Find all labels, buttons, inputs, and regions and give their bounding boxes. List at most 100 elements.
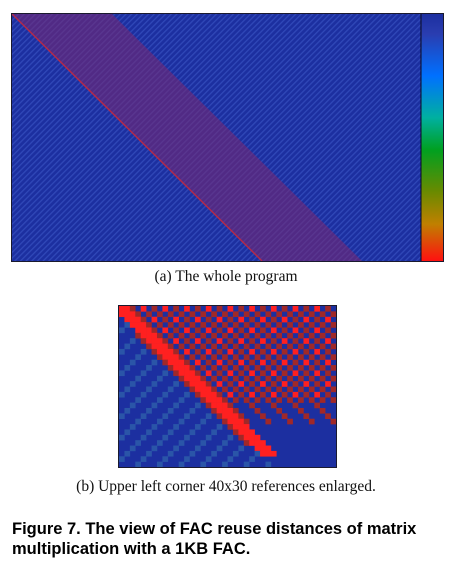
heatmap-cell	[184, 413, 190, 419]
heatmap-cell	[254, 440, 261, 446]
heatmap-cell	[173, 316, 179, 323]
heatmap-cell	[276, 386, 283, 393]
heatmap-cell	[298, 322, 304, 328]
heatmap-cell	[330, 332, 336, 339]
heatmap-cell	[254, 332, 261, 339]
heatmap-cell	[281, 359, 288, 366]
heatmap-cell	[292, 402, 299, 409]
heatmap-cell	[205, 402, 212, 409]
heatmap-cell	[156, 440, 163, 446]
heatmap-cell	[135, 418, 141, 425]
heatmap-cell	[232, 375, 239, 382]
heatmap-cell	[162, 434, 169, 441]
heatmap-cell	[287, 386, 293, 393]
heatmap-cell	[325, 391, 331, 398]
heatmap-cell	[319, 365, 326, 371]
heatmap-cell	[189, 354, 196, 360]
heatmap-cell	[216, 359, 223, 366]
heatmap-cell	[319, 407, 326, 414]
heatmap-cell	[216, 327, 223, 334]
heatmap-cell	[308, 322, 315, 328]
heatmap-cell	[189, 365, 196, 371]
heatmap-cell	[308, 332, 315, 339]
heatmap-cell	[276, 354, 283, 360]
heatmap-cell	[194, 391, 201, 398]
heatmap-cell	[200, 440, 207, 446]
heatmap-cell	[200, 461, 207, 467]
heatmap-cell	[238, 348, 245, 355]
heatmap-cell	[308, 375, 315, 382]
heatmap-cell	[249, 440, 255, 446]
heatmap-cell	[205, 327, 212, 334]
heatmap-cell	[216, 402, 223, 409]
heatmap-cell	[303, 306, 310, 312]
heatmap-cell	[140, 348, 147, 355]
heatmap-cell	[216, 445, 223, 452]
heatmap-cell	[156, 322, 163, 328]
heatmap-cell	[292, 381, 299, 387]
heatmap-cell	[243, 311, 250, 318]
heatmap-cell	[135, 354, 141, 360]
heatmap-cell	[227, 348, 234, 355]
heatmap-cell	[194, 375, 201, 382]
heatmap-cell	[200, 365, 207, 371]
heatmap-cell	[254, 375, 261, 382]
heatmap-cell	[146, 343, 152, 350]
heatmap-cell	[298, 354, 304, 360]
heatmap-cell	[178, 375, 185, 382]
heatmap-cell	[287, 332, 293, 339]
heatmap-cell	[243, 424, 250, 430]
heatmap-cell	[200, 386, 207, 393]
heatmap-cell	[232, 450, 239, 457]
heatmap-cell	[135, 311, 141, 318]
heatmap-cell	[281, 338, 288, 344]
heatmap-cell	[216, 424, 223, 430]
heatmap-cell	[178, 311, 185, 318]
heatmap-cell	[146, 311, 152, 318]
heatmap-cell	[151, 332, 158, 339]
heatmap-cell	[254, 407, 261, 414]
heatmap-cell	[189, 311, 196, 318]
heatmap-cell	[184, 381, 190, 387]
heatmap-cell	[292, 370, 299, 377]
heatmap-cell	[194, 402, 201, 409]
heatmap-cell	[330, 397, 336, 403]
heatmap-cell	[194, 327, 201, 334]
heatmap-cell	[119, 370, 125, 377]
heatmap-cell	[211, 311, 217, 318]
heatmap-cell	[167, 365, 174, 371]
heatmap-cell	[287, 311, 293, 318]
heatmap-cell	[276, 375, 283, 382]
heatmap-cell	[167, 386, 174, 393]
heatmap-cell	[325, 359, 331, 366]
heatmap-cell	[254, 322, 261, 328]
heatmap-cell	[140, 316, 147, 323]
heatmap-cell	[211, 402, 217, 409]
heatmap-cell	[243, 332, 250, 339]
heatmap-cell	[319, 311, 326, 318]
heatmap-cell	[200, 332, 207, 339]
heatmap-cell	[260, 316, 266, 323]
heatmap-cell	[238, 413, 245, 419]
heatmap-cell	[227, 370, 234, 377]
heatmap-cell	[254, 434, 261, 441]
heatmap-cell	[222, 402, 228, 409]
heatmap-cell	[276, 332, 283, 339]
heatmap-cell	[270, 306, 277, 312]
heatmap-cell	[140, 434, 147, 441]
heatmap-cell	[314, 348, 321, 355]
heatmap-cell	[140, 327, 147, 334]
heatmap-cell	[194, 359, 201, 366]
heatmap-cell	[232, 343, 239, 350]
heatmap-cell	[270, 381, 277, 387]
heatmap-cell	[260, 391, 266, 398]
heatmap-cell	[173, 359, 179, 366]
heatmap-cell	[265, 322, 272, 328]
heatmap-cell	[211, 365, 217, 371]
heatmap-cell	[260, 450, 266, 457]
heatmap-cell	[222, 440, 228, 446]
heatmap-cell	[292, 348, 299, 355]
heatmap-cell	[156, 343, 163, 350]
heatmap-cell	[211, 386, 217, 393]
heatmap-cell	[303, 316, 310, 323]
